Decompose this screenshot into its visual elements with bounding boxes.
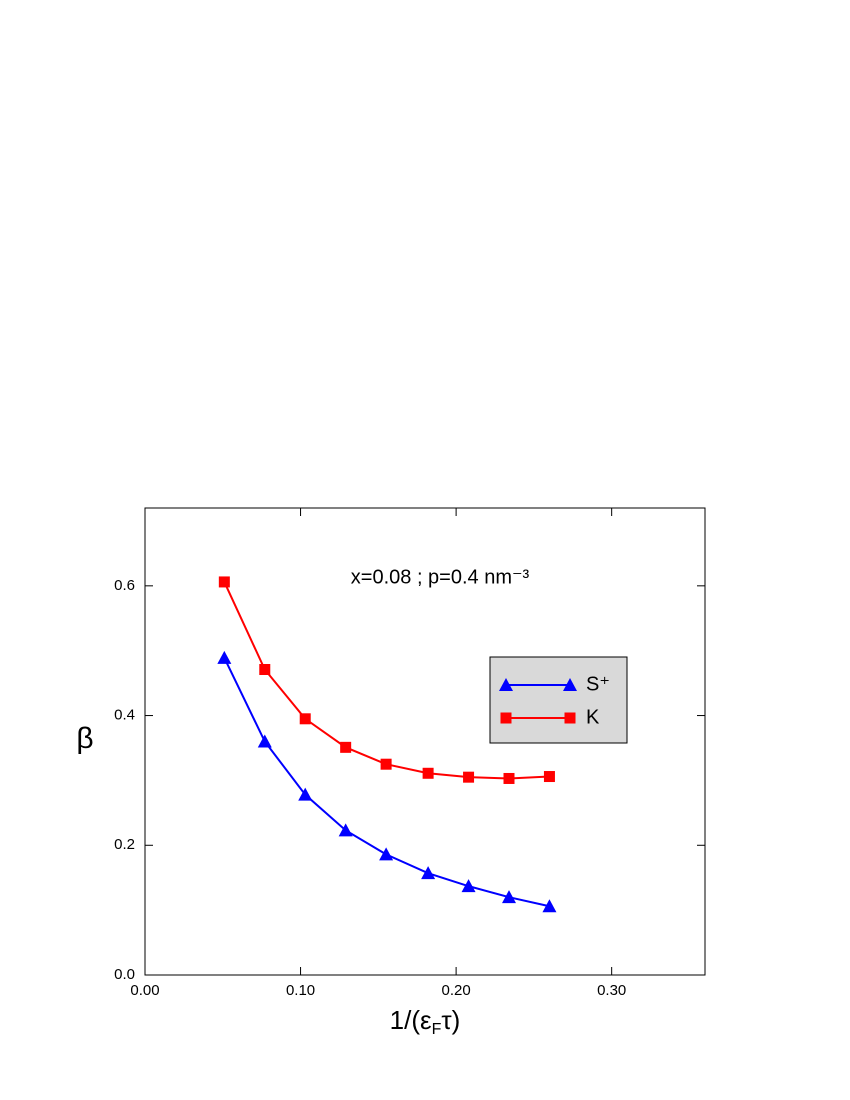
data-point xyxy=(298,787,313,801)
data-point xyxy=(338,823,353,837)
data-point xyxy=(259,664,271,676)
y-tick-label: 0.4 xyxy=(114,707,135,724)
x-label-part: 1/(ε xyxy=(390,1005,432,1035)
x-label-part: τ) xyxy=(441,1005,460,1035)
data-point xyxy=(257,734,272,748)
legend-box xyxy=(489,656,628,744)
data-point xyxy=(217,650,232,664)
x-tick-label: 0.30 xyxy=(597,982,626,999)
x-tick-label: 0.00 xyxy=(130,982,159,999)
x-tick-label: 0.20 xyxy=(442,982,471,999)
data-point xyxy=(461,879,476,893)
x-tick-label: 0.10 xyxy=(286,982,315,999)
y-axis-label: β xyxy=(76,722,93,755)
legend-marker xyxy=(563,678,577,691)
data-point xyxy=(503,772,515,784)
data-point xyxy=(218,576,230,588)
x-axis-label: 1/(εFτ) xyxy=(390,1005,461,1038)
legend-marker xyxy=(564,712,576,724)
legend-label: K xyxy=(586,706,600,728)
legend-marker xyxy=(499,678,513,691)
data-point xyxy=(299,713,311,725)
data-point xyxy=(421,866,436,880)
data-point xyxy=(380,758,392,770)
data-point xyxy=(340,741,352,753)
legend-label: S⁺ xyxy=(586,673,610,695)
data-point xyxy=(542,899,557,913)
y-tick-label: 0.2 xyxy=(114,836,135,853)
data-point xyxy=(379,847,394,861)
data-point xyxy=(543,771,555,783)
data-point xyxy=(502,890,516,904)
y-tick-label: 0.0 xyxy=(114,966,135,983)
annotation: x=0.08 ; p=0.4 nm⁻³ xyxy=(351,566,530,588)
data-point xyxy=(463,771,475,783)
x-label-subscript: F xyxy=(432,1021,442,1038)
y-tick-label: 0.6 xyxy=(114,577,135,594)
plot-frame xyxy=(144,507,706,976)
legend-marker xyxy=(500,712,512,724)
data-point xyxy=(422,767,434,779)
